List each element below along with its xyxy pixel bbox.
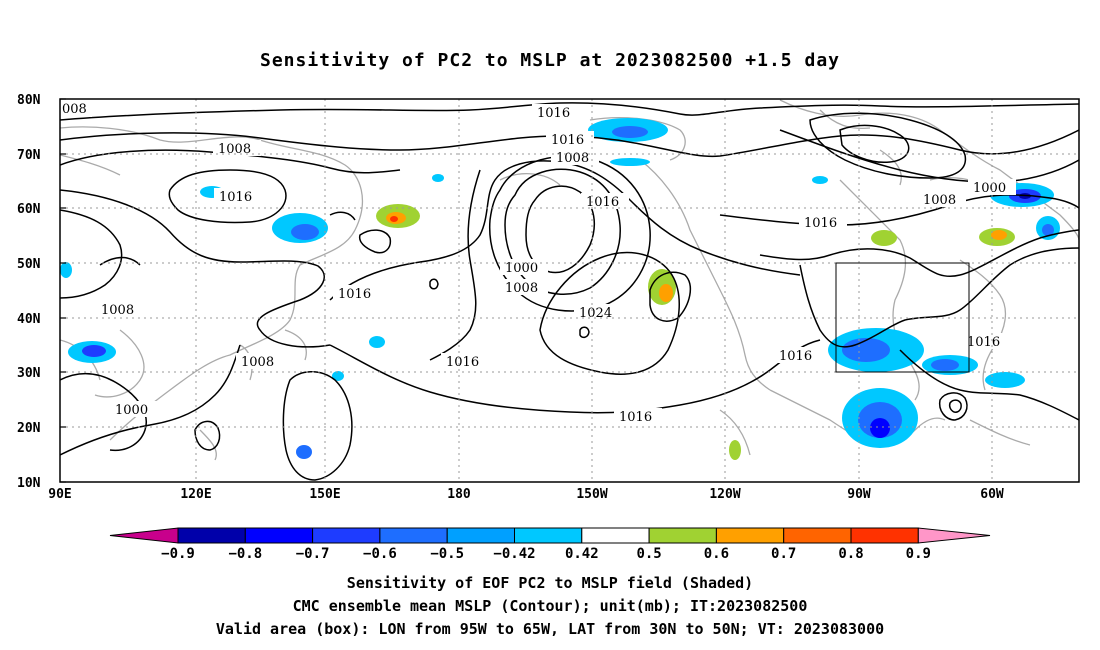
shade-patch <box>390 216 398 222</box>
lon-label: 90E <box>48 487 71 502</box>
colorbar-label: 0.7 <box>771 546 796 562</box>
shade-patch <box>60 262 72 278</box>
colorbar-swatch <box>177 527 246 544</box>
contour-label: 1008 <box>101 303 134 318</box>
lon-label: 120W <box>709 487 740 502</box>
shade-patch <box>812 176 828 184</box>
plot-area: 1016 1016 1008 1008 1016 1016 1000 1008 … <box>60 99 1079 482</box>
contour-label: 1008 <box>505 281 538 296</box>
colorbar-arrow-low <box>109 527 179 544</box>
contour-label: 1016 <box>551 133 584 148</box>
contour-label: 1000 <box>505 261 538 276</box>
lat-label: 60N <box>17 202 41 217</box>
colorbar-swatch <box>715 527 785 544</box>
lat-label: 50N <box>17 257 41 272</box>
shade-patch <box>296 445 312 459</box>
valid-area-box <box>835 262 970 373</box>
caption-valid-area: Valid area (box): LON from 95W to 65W, L… <box>215 620 885 638</box>
colorbar-label: 0.42 <box>565 546 599 562</box>
contour-label: 1016 <box>619 410 652 425</box>
gridlines <box>60 99 1079 482</box>
lon-label: 150E <box>309 487 340 502</box>
colorbar-label: −0.5 <box>430 546 464 562</box>
lat-label: 10N <box>17 476 41 491</box>
contour-labels: 1016 1016 1008 1008 1016 1016 1000 1008 … <box>60 101 1016 425</box>
shade-patch <box>612 126 648 138</box>
lat-label: 70N <box>17 148 41 163</box>
colorbar-swatch <box>850 527 919 544</box>
colorbar-label: 0.8 <box>838 546 863 562</box>
contour-label: 1024 <box>579 306 612 321</box>
colorbar-label: −0.42 <box>493 546 535 562</box>
colorbar-label: −0.7 <box>296 546 330 562</box>
colorbar-swatch <box>648 527 717 544</box>
shade-patch <box>332 371 344 381</box>
contour-label: 1016 <box>586 195 619 210</box>
contour-label: 1008 <box>218 142 251 157</box>
colorbar-swatch <box>312 527 381 544</box>
contour-label: 1008 <box>923 193 956 208</box>
contour-label: 008 <box>62 102 87 117</box>
sensitivity-shading <box>60 118 1060 460</box>
shade-patch <box>291 224 319 240</box>
colorbar: −0.9 −0.8 −0.7 −0.6 −0.5 −0.42 0.42 0.5 0.6 0.7 0.… <box>109 527 991 562</box>
shade-patch <box>1042 224 1054 236</box>
shade-patch <box>369 336 385 348</box>
contour-label: 1008 <box>556 151 589 166</box>
contour-label: 1000 <box>115 403 148 418</box>
lon-label: 180 <box>447 487 471 502</box>
caption-shading: Sensitivity of EOF PC2 to MSLP field (Sh… <box>346 574 754 592</box>
mslp-contours <box>60 102 1079 481</box>
shade-patch <box>729 440 741 460</box>
contour-label: 1008 <box>241 355 274 370</box>
contour-label: 1016 <box>338 287 371 302</box>
colorbar-swatch <box>514 527 583 544</box>
latitude-labels: 80N 70N 60N 50N 40N 30N 20N 10N <box>17 93 41 491</box>
contour-label: 1000 <box>973 181 1006 196</box>
shade-patch <box>931 359 959 371</box>
map-title: Sensitivity of PC2 to MSLP at 2023082500… <box>259 50 840 71</box>
colorbar-swatch <box>581 527 650 544</box>
shade-patch <box>985 372 1025 388</box>
lat-label: 30N <box>17 366 41 381</box>
colorbar-label: 0.5 <box>636 546 661 562</box>
shade-patch <box>432 174 444 182</box>
colorbar-swatch <box>446 527 516 544</box>
lat-label: 20N <box>17 421 41 436</box>
colorbar-label: 0.9 <box>906 546 931 562</box>
contour-label: 1016 <box>779 349 812 364</box>
contour-label: 1016 <box>537 106 570 121</box>
contour-label: 1016 <box>804 216 837 231</box>
lon-label: 90W <box>847 487 871 502</box>
colorbar-label: −0.9 <box>161 546 195 562</box>
contour-label: 1016 <box>219 190 252 205</box>
colorbar-swatch <box>379 527 448 544</box>
colorbar-label: −0.6 <box>363 546 397 562</box>
lon-label: 120E <box>180 487 211 502</box>
latitude-axis <box>60 98 66 483</box>
shade-patch <box>871 230 897 246</box>
lon-label: 60W <box>980 487 1004 502</box>
caption-contour: CMC ensemble mean MSLP (Contour); unit(m… <box>292 597 808 615</box>
shade-patch <box>870 418 890 438</box>
lat-label: 80N <box>17 93 41 108</box>
plot-frame <box>59 98 1080 483</box>
shade-patch <box>842 338 890 362</box>
lon-label: 150W <box>576 487 607 502</box>
longitude-labels: 90E 120E 150E 180 150W 120W 90W 60W <box>48 487 1004 502</box>
colorbar-swatch <box>783 527 852 544</box>
shade-patch <box>82 345 106 357</box>
colorbar-label: −0.8 <box>228 546 262 562</box>
colorbar-swatch <box>244 527 314 544</box>
contour-label: 1016 <box>967 335 1000 350</box>
colorbar-label: 0.6 <box>704 546 729 562</box>
contour-label: 1016 <box>446 355 479 370</box>
shade-patch <box>610 158 650 166</box>
shade-patch <box>659 284 673 302</box>
colorbar-arrow-high <box>917 527 991 544</box>
shade-patch <box>991 230 1007 240</box>
lat-label: 40N <box>17 312 41 327</box>
